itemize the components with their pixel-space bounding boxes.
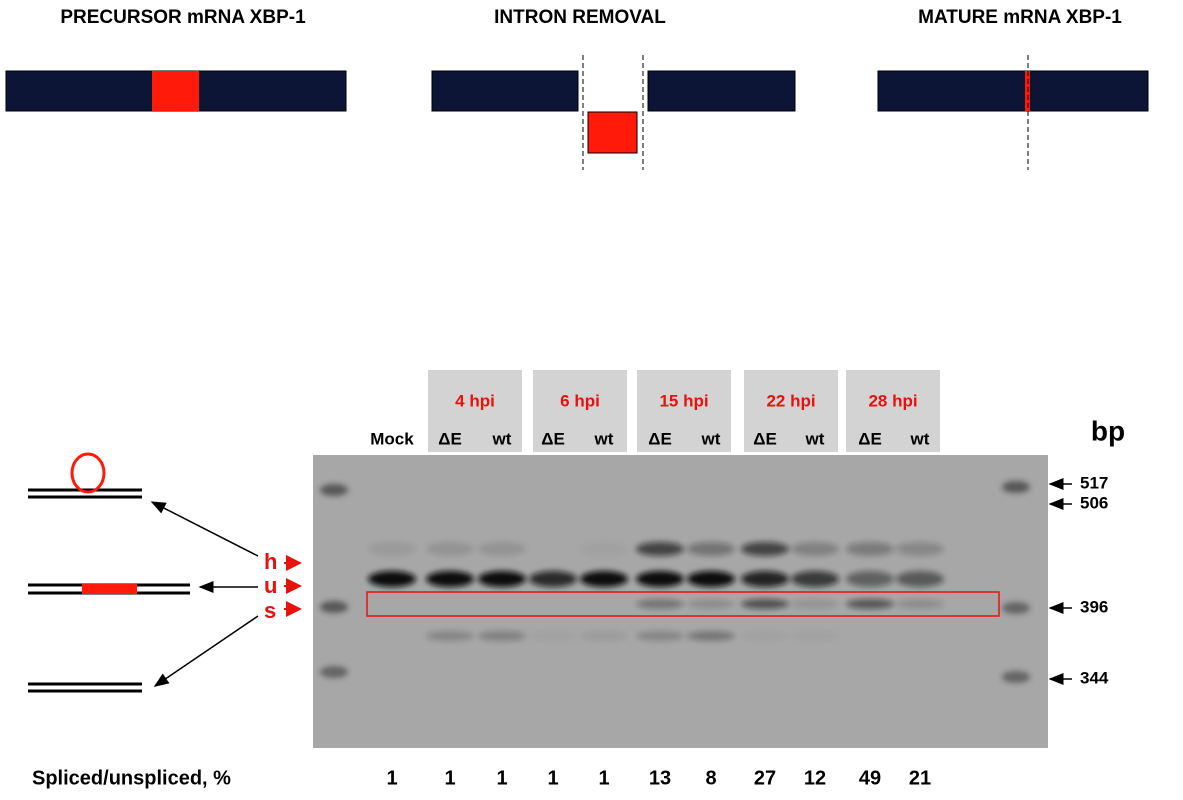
band-label: s: [264, 598, 276, 623]
gel-band: [791, 631, 839, 641]
timepoint-label: 6 hpi: [560, 391, 600, 410]
gel-band: [478, 631, 526, 641]
gel-band: [368, 571, 416, 587]
spliced-value: 13: [649, 767, 671, 789]
gel-band: [636, 571, 684, 587]
gel-band: [741, 599, 789, 609]
panel-title: PRECURSOR mRNA XBP-1: [60, 7, 306, 28]
product-schematic: [28, 452, 302, 693]
marker-label: 506: [1080, 493, 1108, 512]
gel-band: [426, 571, 474, 587]
gel-band: [636, 631, 684, 641]
gel-band: [687, 542, 735, 556]
gel-band: [368, 542, 416, 556]
timepoint-label: 15 hpi: [659, 391, 708, 410]
gel-band: [687, 571, 735, 587]
gel-band: [580, 631, 628, 641]
spliced-value: 1: [547, 767, 558, 789]
spliced-value: 1: [496, 767, 507, 789]
lane-label: ΔE: [541, 429, 565, 448]
spliced-band-box: [366, 591, 1000, 617]
gel-band: [791, 571, 839, 587]
lane-label: wt: [594, 429, 614, 448]
ladder-band: [1002, 671, 1030, 683]
spliced-value: 1: [598, 767, 609, 789]
gel-band: [580, 542, 628, 556]
ladder-band: [320, 484, 348, 496]
gel-band: [636, 542, 684, 556]
ladder-band: [320, 601, 348, 613]
gel-band: [846, 599, 894, 609]
band-label: u: [264, 573, 277, 598]
gel-band: [478, 542, 526, 556]
gel-band: [896, 599, 944, 609]
panel-title: MATURE mRNA XBP-1: [918, 7, 1122, 28]
gel-band: [846, 542, 894, 556]
spliced-value: 27: [754, 767, 776, 789]
lane-label: wt: [492, 429, 512, 448]
lane-label: ΔE: [858, 429, 882, 448]
intron-removal-diagram: [431, 55, 796, 170]
gel-band: [896, 542, 944, 556]
mature-diagram: [877, 55, 1149, 170]
gel-band: [426, 631, 474, 641]
marker-label: 396: [1080, 597, 1108, 616]
marker-label: 517: [1080, 473, 1108, 492]
size-unit: bp: [1091, 415, 1125, 446]
lane-label: wt: [910, 429, 930, 448]
lane-label: wt: [805, 429, 825, 448]
lane-label: wt: [701, 429, 721, 448]
marker-label: 344: [1080, 668, 1109, 687]
gel-band: [741, 631, 789, 641]
lane-label: ΔE: [753, 429, 777, 448]
spliced-value: 12: [804, 767, 826, 789]
precursor-diagram: [5, 70, 347, 112]
gel-band: [636, 599, 684, 609]
spliced-label: Spliced/unspliced, %: [32, 767, 231, 789]
ladder-band: [1002, 481, 1030, 493]
gel-band: [529, 571, 577, 587]
timepoint-box: [533, 370, 627, 452]
timepoint-box: [846, 370, 940, 452]
band-label: h: [264, 549, 277, 574]
gel-image: [313, 455, 1048, 748]
ladder-band: [1002, 602, 1030, 614]
spliced-value: 8: [705, 767, 716, 789]
spliced-value: 1: [386, 767, 397, 789]
gel-band: [687, 631, 735, 641]
timepoint-label: 4 hpi: [455, 391, 495, 410]
ladder-band: [320, 666, 348, 678]
gel-band: [896, 571, 944, 587]
timepoint-label: 28 hpi: [868, 391, 917, 410]
gel-band: [791, 599, 839, 609]
gel-band: [580, 571, 628, 587]
gel-band: [791, 542, 839, 556]
gel-band: [687, 599, 735, 609]
gel-band: [529, 631, 577, 641]
gel-band: [846, 571, 894, 587]
gel-band: [741, 542, 789, 556]
timepoint-label: 22 hpi: [766, 391, 815, 410]
lane-label: ΔE: [648, 429, 672, 448]
spliced-value: 21: [909, 767, 931, 789]
spliced-value: 49: [859, 767, 881, 789]
gel-band: [478, 571, 526, 587]
gel-band: [426, 542, 474, 556]
gel-band: [741, 571, 789, 587]
panel-title: INTRON REMOVAL: [494, 7, 666, 28]
lane-label: ΔE: [438, 429, 462, 448]
timepoint-box: [637, 370, 731, 452]
timepoint-box: [428, 370, 522, 452]
timepoint-box: [744, 370, 838, 452]
lane-label: Mock: [370, 429, 414, 448]
spliced-value: 1: [444, 767, 455, 789]
